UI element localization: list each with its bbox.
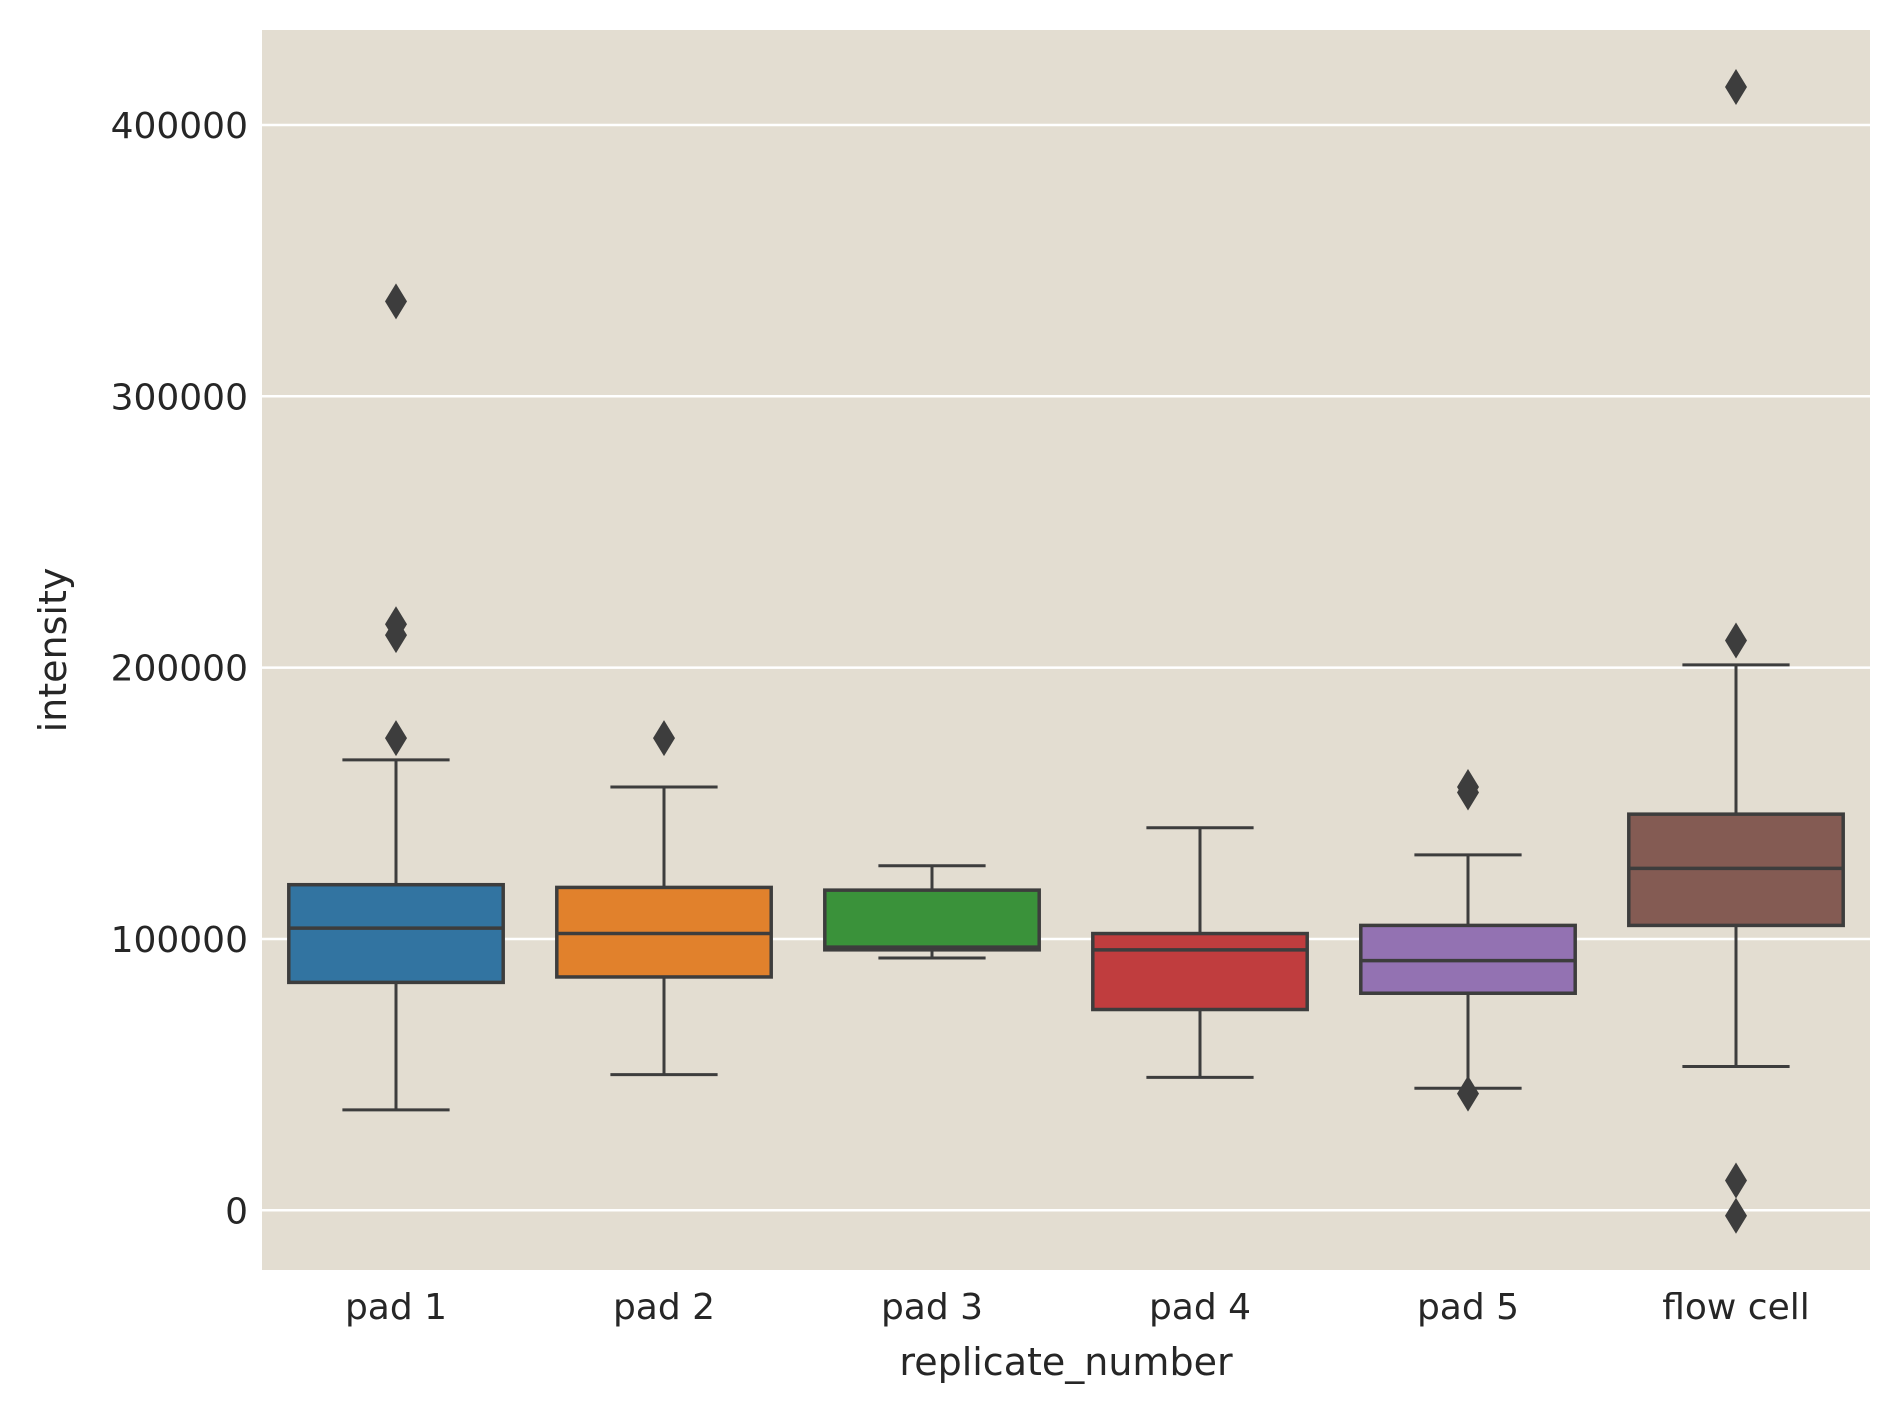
box-pad-5	[1359, 769, 1577, 1112]
outlier-point	[385, 283, 407, 320]
outlier-point	[1725, 1162, 1747, 1199]
box-pad-3	[823, 864, 1041, 960]
outlier-point	[1725, 1197, 1747, 1234]
x-tick-label: pad 4	[1149, 1287, 1251, 1328]
y-tick-labels: 0 100000 200000 300000 400000	[111, 106, 248, 1232]
x-tick-label: pad 5	[1417, 1287, 1519, 1328]
box-pad-4	[1091, 826, 1309, 1079]
box-iqr	[287, 882, 505, 985]
outlier-point	[1457, 769, 1479, 806]
y-tick-label: 0	[225, 1191, 248, 1232]
outlier-point	[1725, 68, 1747, 105]
plot-area	[262, 30, 1870, 1270]
x-axis-label: replicate_number	[899, 1340, 1233, 1384]
gridlines	[262, 123, 1870, 1212]
x-tick-label: flow cell	[1662, 1287, 1810, 1328]
box-pad-2	[555, 720, 773, 1077]
x-tick-label: pad 2	[613, 1287, 715, 1328]
y-axis-label: intensity	[31, 568, 75, 733]
x-tick-labels: pad 1 pad 2 pad 3 pad 4 pad 5 flow cell	[345, 1287, 1810, 1328]
box-iqr	[1091, 931, 1309, 1012]
y-tick-label: 400000	[111, 106, 248, 147]
box-pad-1	[287, 283, 505, 1112]
outlier-point	[1725, 622, 1747, 659]
boxes	[287, 68, 1845, 1234]
x-tick-label: pad 3	[881, 1287, 983, 1328]
y-tick-label: 300000	[111, 377, 248, 418]
outlier-point	[653, 720, 675, 757]
y-tick-label: 100000	[111, 920, 248, 961]
box-iqr	[823, 888, 1041, 952]
outlier-point	[385, 606, 407, 643]
box-flow-cell	[1627, 68, 1845, 1234]
x-tick-label: pad 1	[345, 1287, 447, 1328]
outlier-point	[1457, 1075, 1479, 1112]
outlier-point	[385, 720, 407, 757]
y-tick-label: 200000	[111, 649, 248, 690]
